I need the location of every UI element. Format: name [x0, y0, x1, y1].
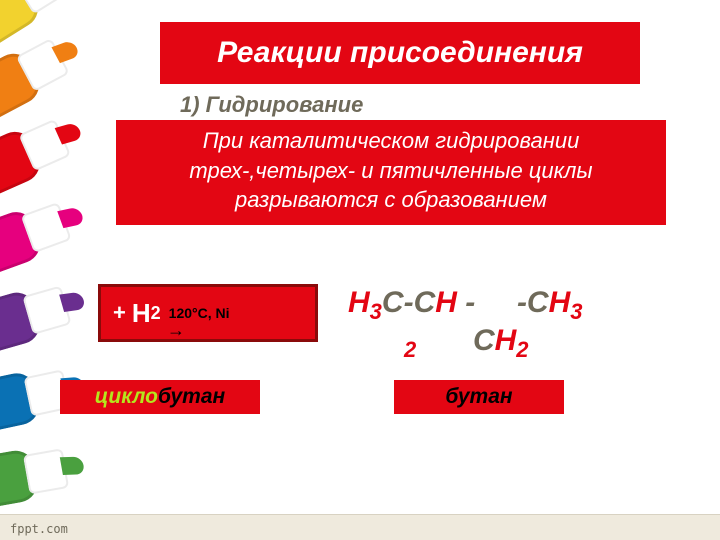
label-butane: бутан [394, 380, 564, 414]
subtitle: 1) Гидрирование [180, 92, 363, 118]
p2-sub2: 2 [516, 337, 528, 362]
p-gap [475, 286, 517, 319]
label-right-text: бутан [445, 385, 512, 409]
label-left-text: циклобутан [95, 385, 225, 409]
slide-title: Реакции присоединения [217, 36, 583, 70]
highlighter-decor [0, 0, 120, 540]
p-dash: - [457, 286, 475, 319]
p2-c: С [473, 324, 495, 357]
description-line-3: разрываются с образованием [128, 185, 654, 215]
highlighter-icon [0, 193, 83, 297]
p-h2: Н [435, 286, 457, 319]
reagent-subscript: 2 [151, 303, 161, 324]
p2-sub1: 2 [404, 337, 416, 362]
p-h1-sub: 3 [370, 299, 382, 324]
p-h3: Н [549, 286, 571, 319]
template-band [0, 514, 720, 540]
p-c1: С-С [382, 286, 435, 319]
reagent-conditions: 120°C, Ni [169, 305, 230, 321]
description-line-2: трех-,четырех- и пятичленные циклы [128, 156, 654, 186]
p-c2: -С [517, 286, 549, 319]
description-box: При каталитическом гидрировании трех-,че… [116, 120, 666, 225]
reagent-box: + Н 2 120°C, Ni → [98, 284, 318, 342]
reagent-arrow: → [167, 320, 185, 341]
label-cyclo-prefix: цикло [95, 385, 158, 408]
label-cyclobutane: циклобутан [60, 380, 260, 414]
reagent-symbol: Н [132, 298, 151, 329]
product-formula-row2: 2 СН2 [404, 324, 529, 363]
p2-h: Н [495, 324, 517, 357]
reagent-plus: + [113, 300, 126, 326]
p-h1: Н [348, 286, 370, 319]
label-cyclo-rest: бутан [158, 385, 225, 408]
highlighter-icon [0, 441, 80, 520]
product-formula-row1: Н3С-СН - -СН3 [348, 288, 583, 323]
highlighter-icon [0, 277, 83, 371]
chemistry-slide: Реакции присоединения 1) Гидрирование Пр… [0, 0, 720, 540]
p-h3-sub: 3 [570, 299, 582, 324]
description-line-1: При каталитическом гидрировании [128, 126, 654, 156]
watermark: fppt.com [10, 522, 68, 536]
title-box: Реакции присоединения [160, 22, 640, 84]
